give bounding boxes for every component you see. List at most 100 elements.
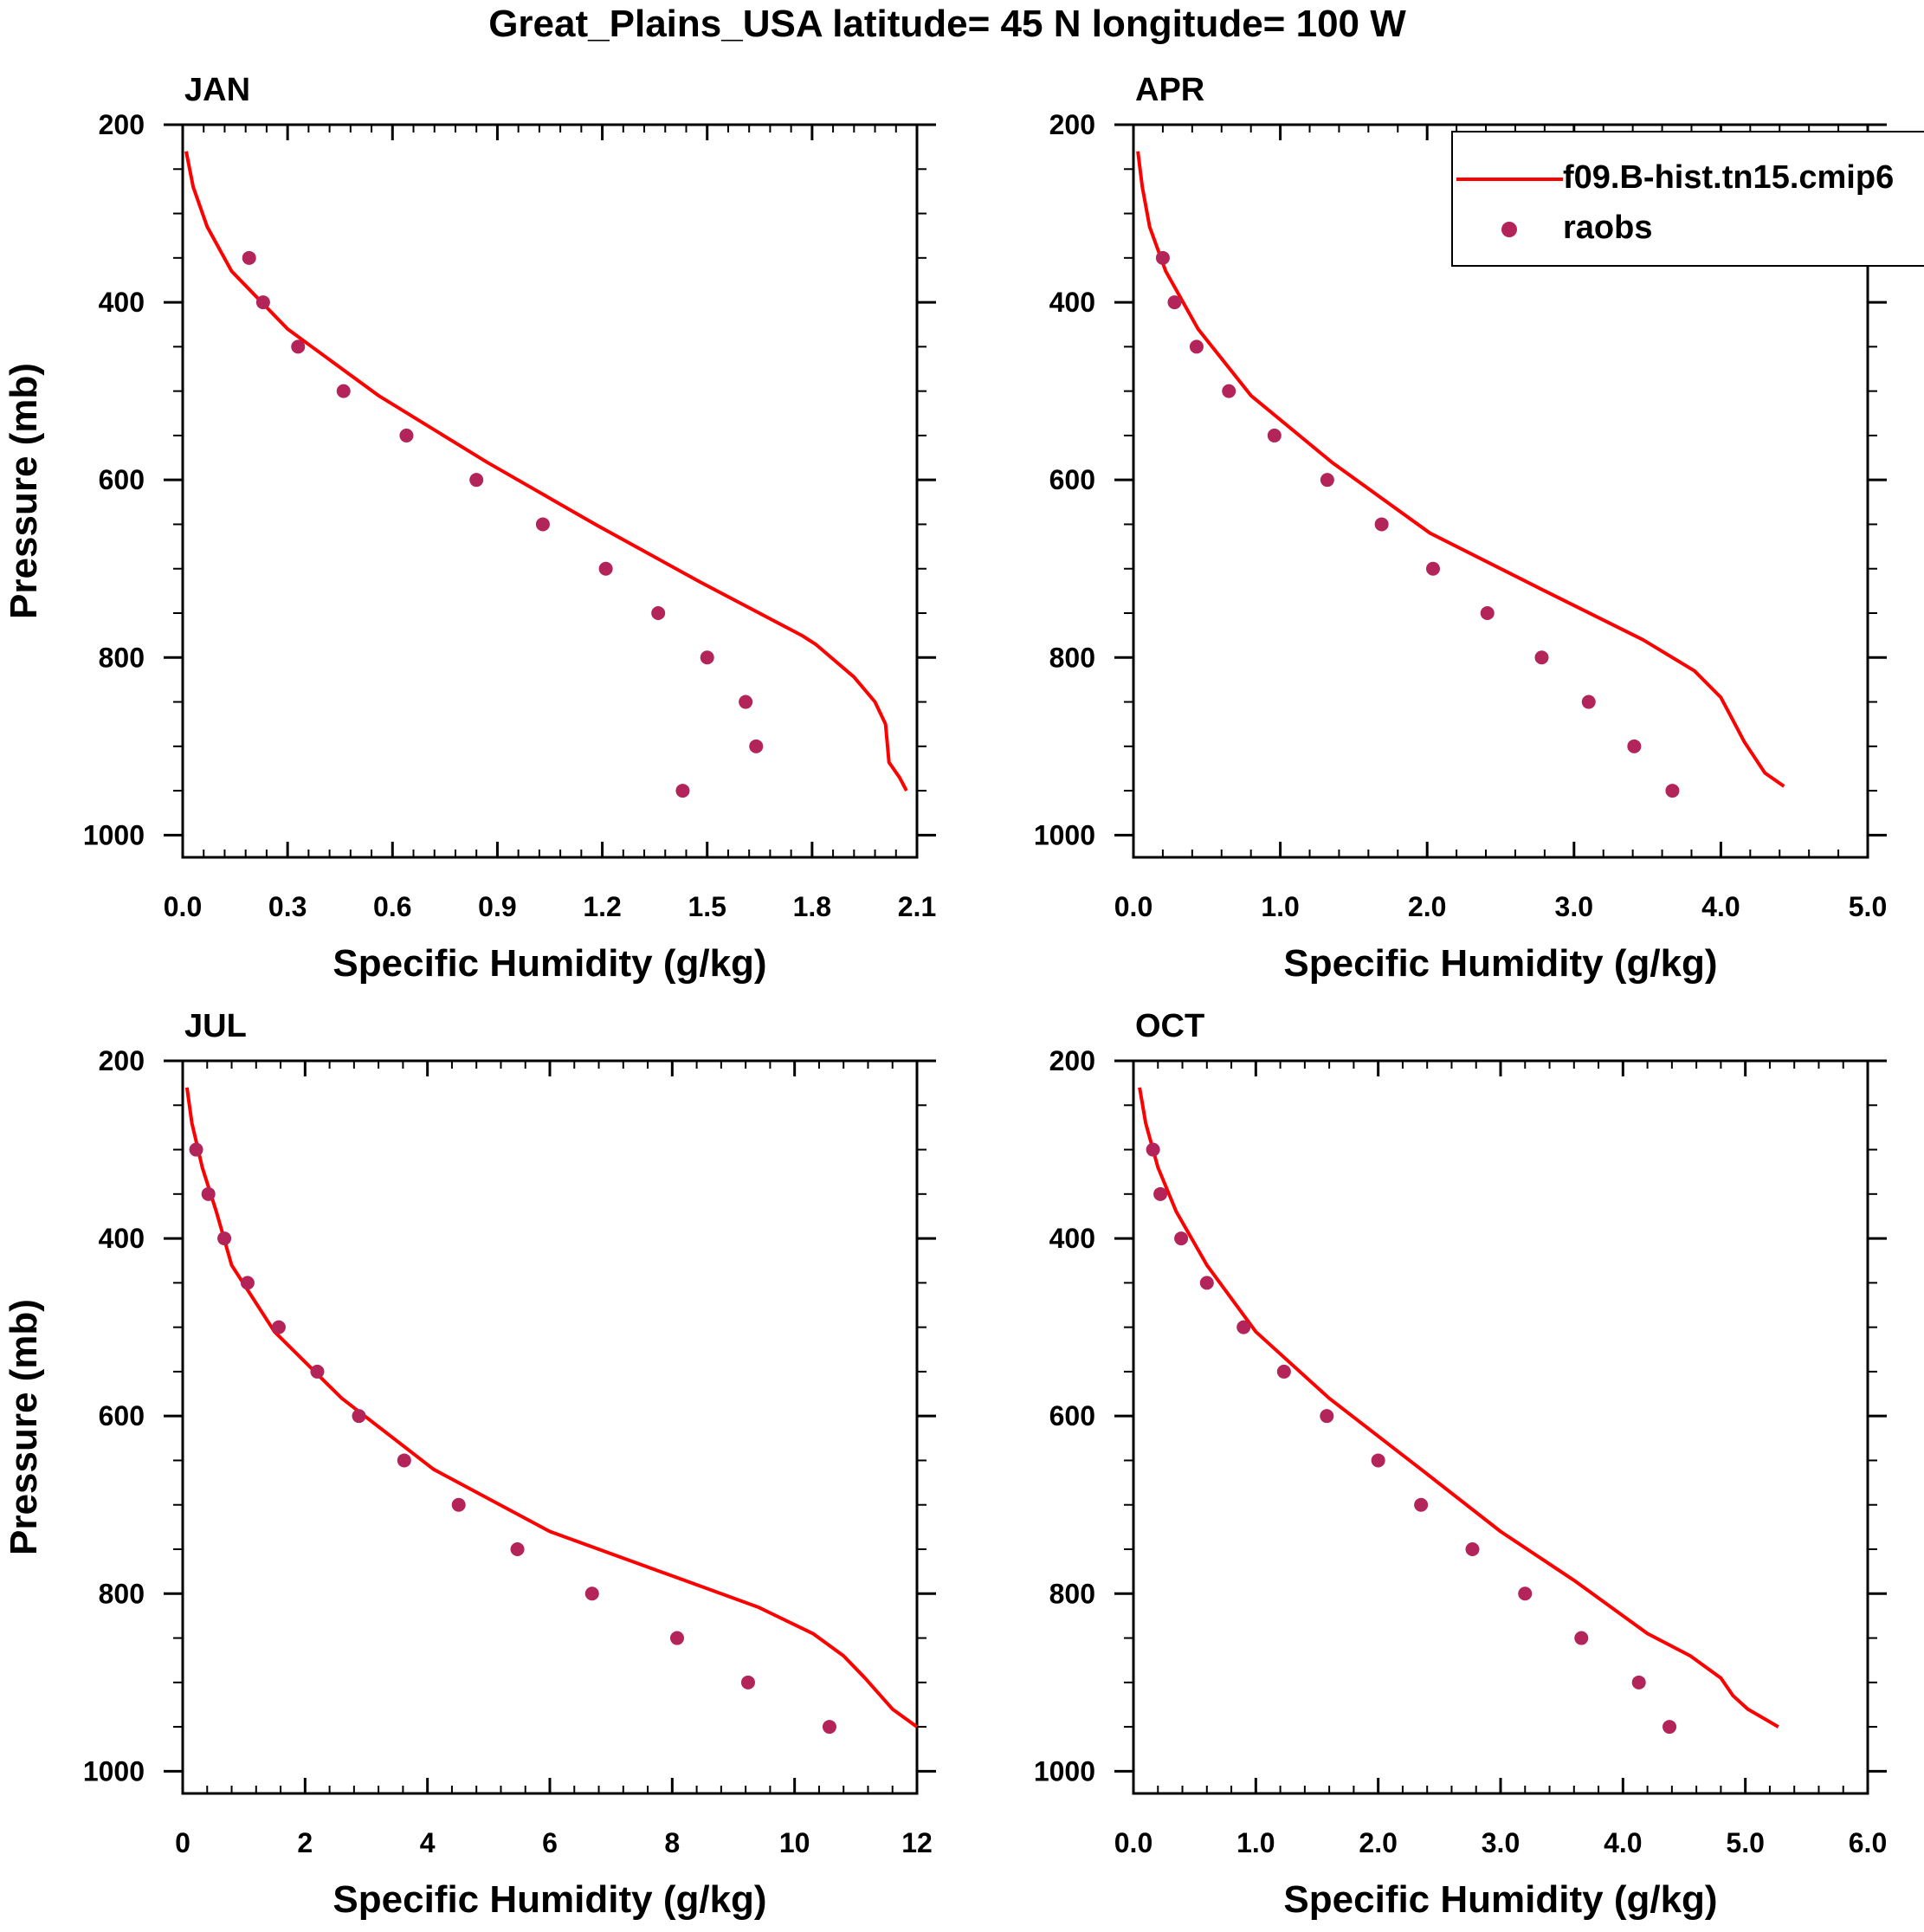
raobs-point-oct: [1663, 1720, 1677, 1735]
raobs-point-apr: [1374, 517, 1389, 532]
x-tick-label: 5.0: [1726, 1827, 1764, 1858]
y-tick-label: 200: [1049, 1045, 1095, 1076]
y-tick-label: 800: [1049, 642, 1095, 673]
x-axis-title-jan: Specific Humidity (g/kg): [333, 942, 766, 985]
x-tick-label: 4.0: [1604, 1827, 1642, 1858]
x-tick-label: 0.0: [1114, 1827, 1152, 1858]
raobs-point-oct: [1574, 1631, 1589, 1645]
raobs-point-apr: [1581, 695, 1596, 709]
x-axis-title-oct: Specific Humidity (g/kg): [1283, 1878, 1717, 1921]
x-tick-label: 0.3: [268, 891, 307, 922]
y-tick-label: 200: [99, 109, 145, 140]
x-tick-label: 0.0: [1114, 891, 1152, 922]
raobs-point-oct: [1153, 1186, 1168, 1201]
x-tick-label: 10: [779, 1827, 810, 1858]
y-tick-label: 800: [99, 1578, 145, 1609]
x-tick-label: 1.2: [583, 891, 621, 922]
raobs-point-jul: [271, 1320, 286, 1334]
raobs-point-oct: [1465, 1542, 1480, 1556]
x-tick-label: 6.0: [1849, 1827, 1887, 1858]
raobs-point-jan: [700, 650, 714, 665]
x-tick-label: 0.9: [478, 891, 516, 922]
x-tick-label: 1.0: [1261, 891, 1299, 922]
raobs-point-jan: [255, 295, 270, 310]
raobs-point-oct: [1174, 1231, 1189, 1246]
y-tick-label: 400: [1049, 287, 1095, 318]
raobs-point-oct: [1371, 1453, 1385, 1468]
raobs-point-jul: [397, 1453, 411, 1468]
raobs-point-apr: [1480, 606, 1495, 620]
model-profile-line-apr: [1136, 151, 1785, 788]
raobs-point-jul: [189, 1142, 203, 1157]
panels: JAN 0.0 0.3 0.6 0.9 1.2 1.5 1.8 2.1 200 400 600 800 1…: [3, 72, 1924, 1921]
model-profile-line-jul: [184, 1087, 919, 1728]
raobs-point-jul: [310, 1364, 325, 1379]
raobs-point-jan: [242, 250, 256, 265]
raobs-point-jan: [399, 428, 414, 443]
plot-frame-oct: [1132, 1059, 1869, 1795]
raobs-point-oct: [1631, 1675, 1646, 1690]
y-tick-label: 600: [1049, 464, 1095, 495]
legend-obs-marker: [1501, 222, 1517, 237]
panel-oct: OCT 0.0 1.0 2.0 3.0 4.0 5.0 6.0 200 400 600 800 1000…: [1034, 1008, 1887, 1921]
raobs-point-jan: [749, 739, 764, 753]
raobs-point-oct: [1414, 1497, 1429, 1512]
raobs-point-jul: [217, 1231, 232, 1246]
raobs-point-jan: [651, 606, 666, 620]
x-axis-title-apr: Specific Humidity (g/kg): [1283, 942, 1717, 985]
raobs-point-jul: [510, 1542, 525, 1556]
raobs-point-oct: [1199, 1276, 1214, 1290]
raobs-point-jul: [740, 1675, 755, 1690]
raobs-point-jan: [739, 695, 753, 709]
model-profile-line-jan: [184, 151, 908, 792]
y-tick-label: 400: [99, 1223, 145, 1254]
raobs-point-jul: [822, 1720, 836, 1735]
panel-jul: JUL 0 2 4 6 8 10 12 200 400 600 800 1000 Specific Hum…: [3, 1008, 936, 1921]
panel-label-jan: JAN: [184, 72, 250, 108]
panel-label-apr: APR: [1135, 72, 1204, 108]
y-tick-label: 1000: [1034, 819, 1095, 850]
y-axis-title-jul: Pressure (mb): [3, 1299, 45, 1555]
raobs-point-oct: [1276, 1364, 1291, 1379]
y-tick-label: 1000: [1034, 1755, 1095, 1787]
x-tick-label: 5.0: [1849, 891, 1887, 922]
x-tick-label: 1.0: [1236, 1827, 1275, 1858]
raobs-point-apr: [1155, 250, 1170, 265]
y-tick-label: 1000: [83, 819, 145, 850]
x-axis-title-jul: Specific Humidity (g/kg): [333, 1878, 766, 1921]
raobs-point-jul: [352, 1409, 366, 1424]
raobs-point-jan: [469, 473, 484, 488]
y-axis-title-jan: Pressure (mb): [3, 363, 45, 619]
y-tick-label: 200: [99, 1045, 145, 1076]
raobs-point-jan: [291, 339, 306, 354]
x-tick-label: 0.6: [373, 891, 411, 922]
figure-title: Great_Plains_USA latitude= 45 N longitud…: [488, 3, 1406, 45]
plot-frame-jan: [181, 123, 919, 859]
plot-frame-jul: [181, 1059, 919, 1795]
raobs-point-jan: [535, 517, 550, 532]
raobs-point-apr: [1665, 784, 1680, 798]
x-tick-label: 2.0: [1359, 1827, 1397, 1858]
x-tick-label: 3.0: [1555, 891, 1593, 922]
raobs-point-apr: [1425, 561, 1440, 576]
y-tick-label: 600: [99, 464, 145, 495]
y-tick-label: 600: [1049, 1400, 1095, 1431]
raobs-point-oct: [1146, 1142, 1160, 1157]
raobs-point-apr: [1320, 473, 1334, 488]
x-tick-label: 2.0: [1408, 891, 1446, 922]
raobs-point-jul: [584, 1586, 599, 1601]
x-tick-label: 8: [664, 1827, 680, 1858]
x-tick-label: 2.1: [898, 891, 936, 922]
y-tick-label: 400: [99, 287, 145, 318]
legend-model-label: f09.B-hist.tn15.cmip6: [1563, 159, 1894, 196]
legend-obs-label: raobs: [1563, 210, 1652, 246]
raobs-point-jan: [598, 561, 613, 576]
plot-frame-apr: [1132, 123, 1869, 859]
y-tick-label: 800: [1049, 1578, 1095, 1609]
raobs-point-jan: [336, 384, 351, 398]
legend-box: [1451, 131, 1924, 267]
x-tick-label: 1.8: [793, 891, 831, 922]
x-tick-label: 3.0: [1482, 1827, 1520, 1858]
panel-label-jul: JUL: [184, 1008, 247, 1044]
raobs-point-jan: [675, 784, 690, 798]
